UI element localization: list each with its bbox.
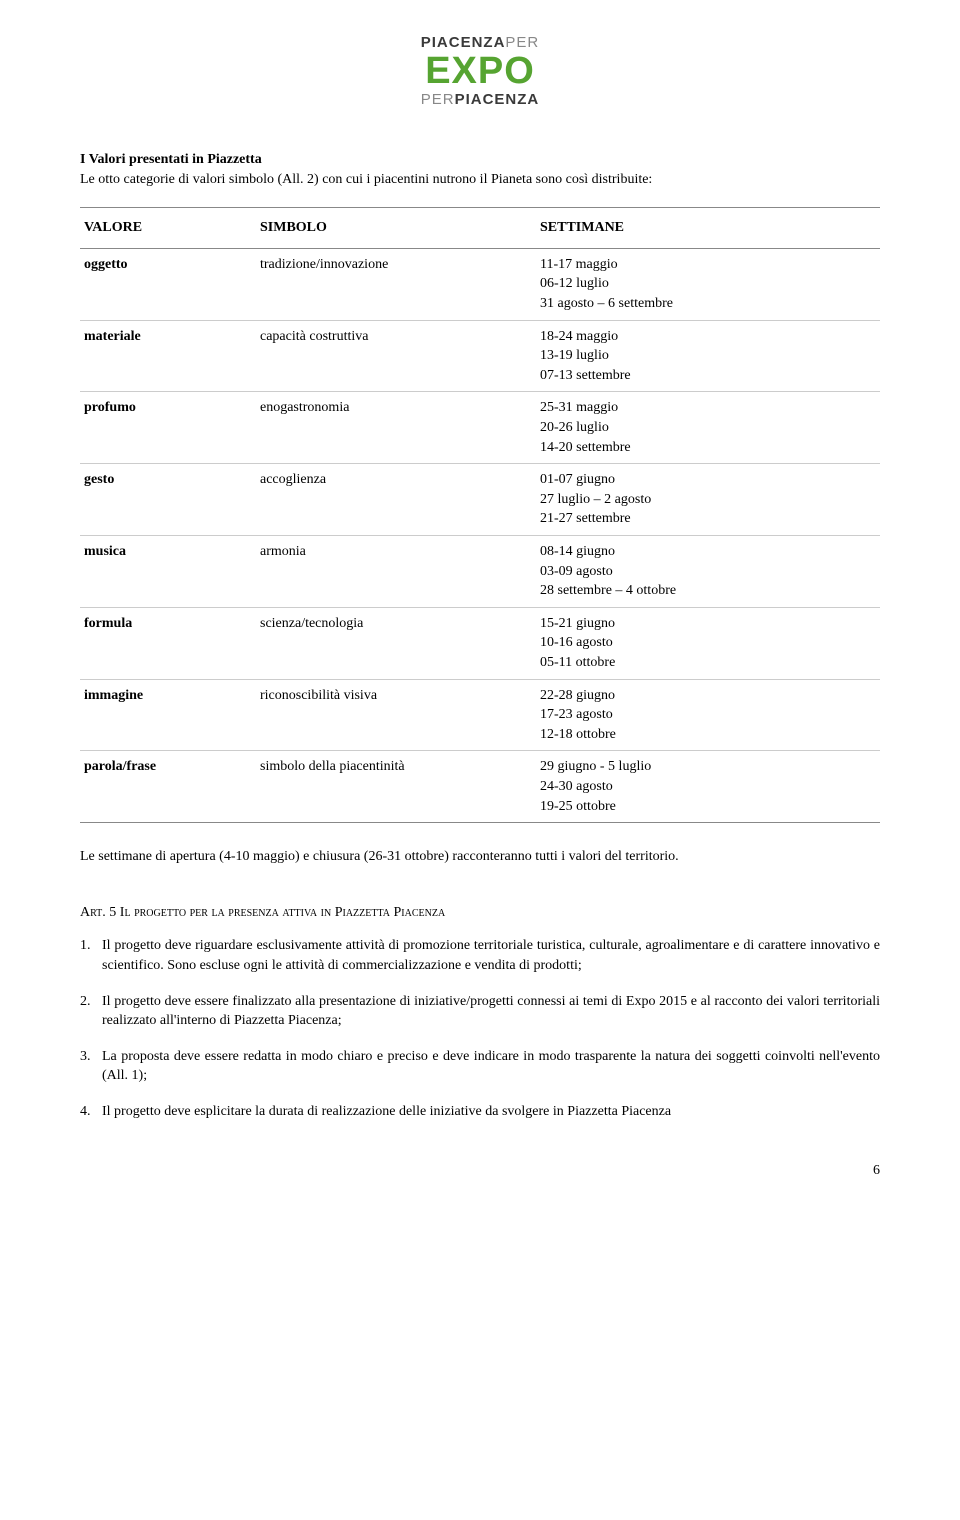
intro-paragraph: I Valori presentati in Piazzetta Le otto… xyxy=(80,150,880,189)
cell-simbolo: riconoscibilità visiva xyxy=(256,679,536,751)
cell-valore: gesto xyxy=(80,464,256,536)
cell-valore: formula xyxy=(80,607,256,679)
header-valore: VALORE xyxy=(80,208,256,249)
list-item: 3.La proposta deve essere redatta in mod… xyxy=(80,1047,880,1086)
cell-valore: profumo xyxy=(80,392,256,464)
list-item-text: Il progetto deve essere finalizzato alla… xyxy=(102,992,880,1031)
section-title: Art. 5 Il progetto per la presenza attiv… xyxy=(80,903,880,923)
page-number: 6 xyxy=(80,1161,880,1181)
intro-text: Le otto categorie di valori simbolo (All… xyxy=(80,172,652,187)
table-header-row: VALORE SIMBOLO SETTIMANE xyxy=(80,208,880,249)
closing-note: Le settimane di apertura (4-10 maggio) e… xyxy=(80,847,880,867)
header-simbolo: SIMBOLO xyxy=(256,208,536,249)
list-item-number: 1. xyxy=(80,936,102,975)
cell-simbolo: enogastronomia xyxy=(256,392,536,464)
cell-simbolo: simbolo della piacentinità xyxy=(256,751,536,823)
logo-line3: PERPIACENZA xyxy=(80,89,880,110)
cell-valore: materiale xyxy=(80,320,256,392)
cell-settimane: 11-17 maggio06-12 luglio31 agosto – 6 se… xyxy=(536,248,880,320)
requirements-list: 1.Il progetto deve riguardare esclusivam… xyxy=(80,936,880,1121)
logo: PIACENZAPER EXPO PERPIACENZA xyxy=(80,32,880,110)
list-item: 2.Il progetto deve essere finalizzato al… xyxy=(80,992,880,1031)
logo-line1-bold: PIACENZA xyxy=(421,34,506,51)
table-row: formulascienza/tecnologia15-21 giugno10-… xyxy=(80,607,880,679)
table-row: profumoenogastronomia25-31 maggio20-26 l… xyxy=(80,392,880,464)
table-row: parola/frasesimbolo della piacentinità29… xyxy=(80,751,880,823)
list-item-text: Il progetto deve riguardare esclusivamen… xyxy=(102,936,880,975)
section-name: Il progetto per la presenza attiva in Pi… xyxy=(120,905,445,920)
cell-valore: immagine xyxy=(80,679,256,751)
table-row: gestoaccoglienza01-07 giugno27 luglio – … xyxy=(80,464,880,536)
cell-simbolo: accoglienza xyxy=(256,464,536,536)
list-item-text: La proposta deve essere redatta in modo … xyxy=(102,1047,880,1086)
intro-title: I Valori presentati in Piazzetta xyxy=(80,152,262,167)
cell-settimane: 25-31 maggio20-26 luglio14-20 settembre xyxy=(536,392,880,464)
cell-valore: oggetto xyxy=(80,248,256,320)
table-row: musicaarmonia08-14 giugno03-09 agosto28 … xyxy=(80,536,880,608)
table-row: immaginericonoscibilità visiva22-28 giug… xyxy=(80,679,880,751)
list-item: 4.Il progetto deve esplicitare la durata… xyxy=(80,1102,880,1122)
cell-settimane: 08-14 giugno03-09 agosto28 settembre – 4… xyxy=(536,536,880,608)
cell-valore: parola/frase xyxy=(80,751,256,823)
cell-simbolo: capacità costruttiva xyxy=(256,320,536,392)
cell-valore: musica xyxy=(80,536,256,608)
cell-settimane: 22-28 giugno17-23 agosto12-18 ottobre xyxy=(536,679,880,751)
cell-simbolo: armonia xyxy=(256,536,536,608)
list-item-number: 3. xyxy=(80,1047,102,1086)
list-item-text: Il progetto deve esplicitare la durata d… xyxy=(102,1102,880,1122)
logo-line3-bold: PIACENZA xyxy=(455,91,540,108)
values-table: VALORE SIMBOLO SETTIMANE oggettotradizio… xyxy=(80,207,880,823)
cell-settimane: 18-24 maggio13-19 luglio07-13 settembre xyxy=(536,320,880,392)
cell-settimane: 29 giugno - 5 luglio24-30 agosto19-25 ot… xyxy=(536,751,880,823)
logo-line3-light: PER xyxy=(421,91,455,108)
section-prefix: Art. 5 xyxy=(80,905,120,920)
list-item: 1.Il progetto deve riguardare esclusivam… xyxy=(80,936,880,975)
list-item-number: 4. xyxy=(80,1102,102,1122)
logo-line1-light: PER xyxy=(505,34,539,51)
list-item-number: 2. xyxy=(80,992,102,1031)
logo-line2: EXPO xyxy=(80,53,880,89)
cell-settimane: 01-07 giugno27 luglio – 2 agosto21-27 se… xyxy=(536,464,880,536)
table-row: oggettotradizione/innovazione11-17 maggi… xyxy=(80,248,880,320)
cell-simbolo: scienza/tecnologia xyxy=(256,607,536,679)
table-row: materialecapacità costruttiva18-24 maggi… xyxy=(80,320,880,392)
cell-settimane: 15-21 giugno10-16 agosto05-11 ottobre xyxy=(536,607,880,679)
header-settimane: SETTIMANE xyxy=(536,208,880,249)
cell-simbolo: tradizione/innovazione xyxy=(256,248,536,320)
